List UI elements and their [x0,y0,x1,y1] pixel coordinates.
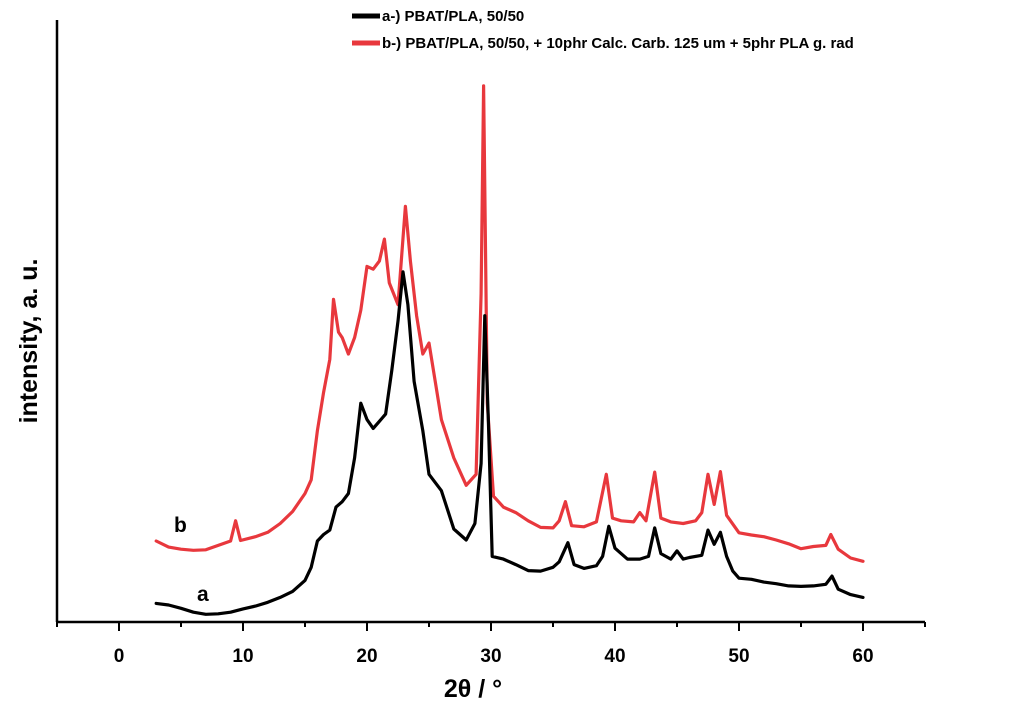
x-tick-label: 10 [232,646,253,667]
curve-label-b: b [174,514,187,537]
curve-label-a: a [197,583,209,606]
x-tick-label: 20 [356,646,377,667]
x-tick-label: 60 [852,646,873,667]
series-line-b [154,84,865,563]
y-axis-title: intensity, a. u. [15,259,43,424]
legend-label-a: a-) PBAT/PLA, 50/50 [382,8,524,25]
curves-group [154,84,865,616]
x-tick-label: 30 [480,646,501,667]
series-line-a [154,270,865,616]
x-tick-label: 0 [114,646,125,667]
x-tick-label: 50 [728,646,749,667]
x-axis-title: 2θ / ° [444,675,502,702]
legend: a-) PBAT/PLA, 50/50 b-) PBAT/PLA, 50/50,… [352,8,854,52]
x-tick-label: 40 [604,646,625,667]
x-ticks-group: 0 10 20 30 40 50 60 [56,622,926,667]
legend-label-b: b-) PBAT/PLA, 50/50, + 10phr Calc. Carb.… [382,35,854,52]
